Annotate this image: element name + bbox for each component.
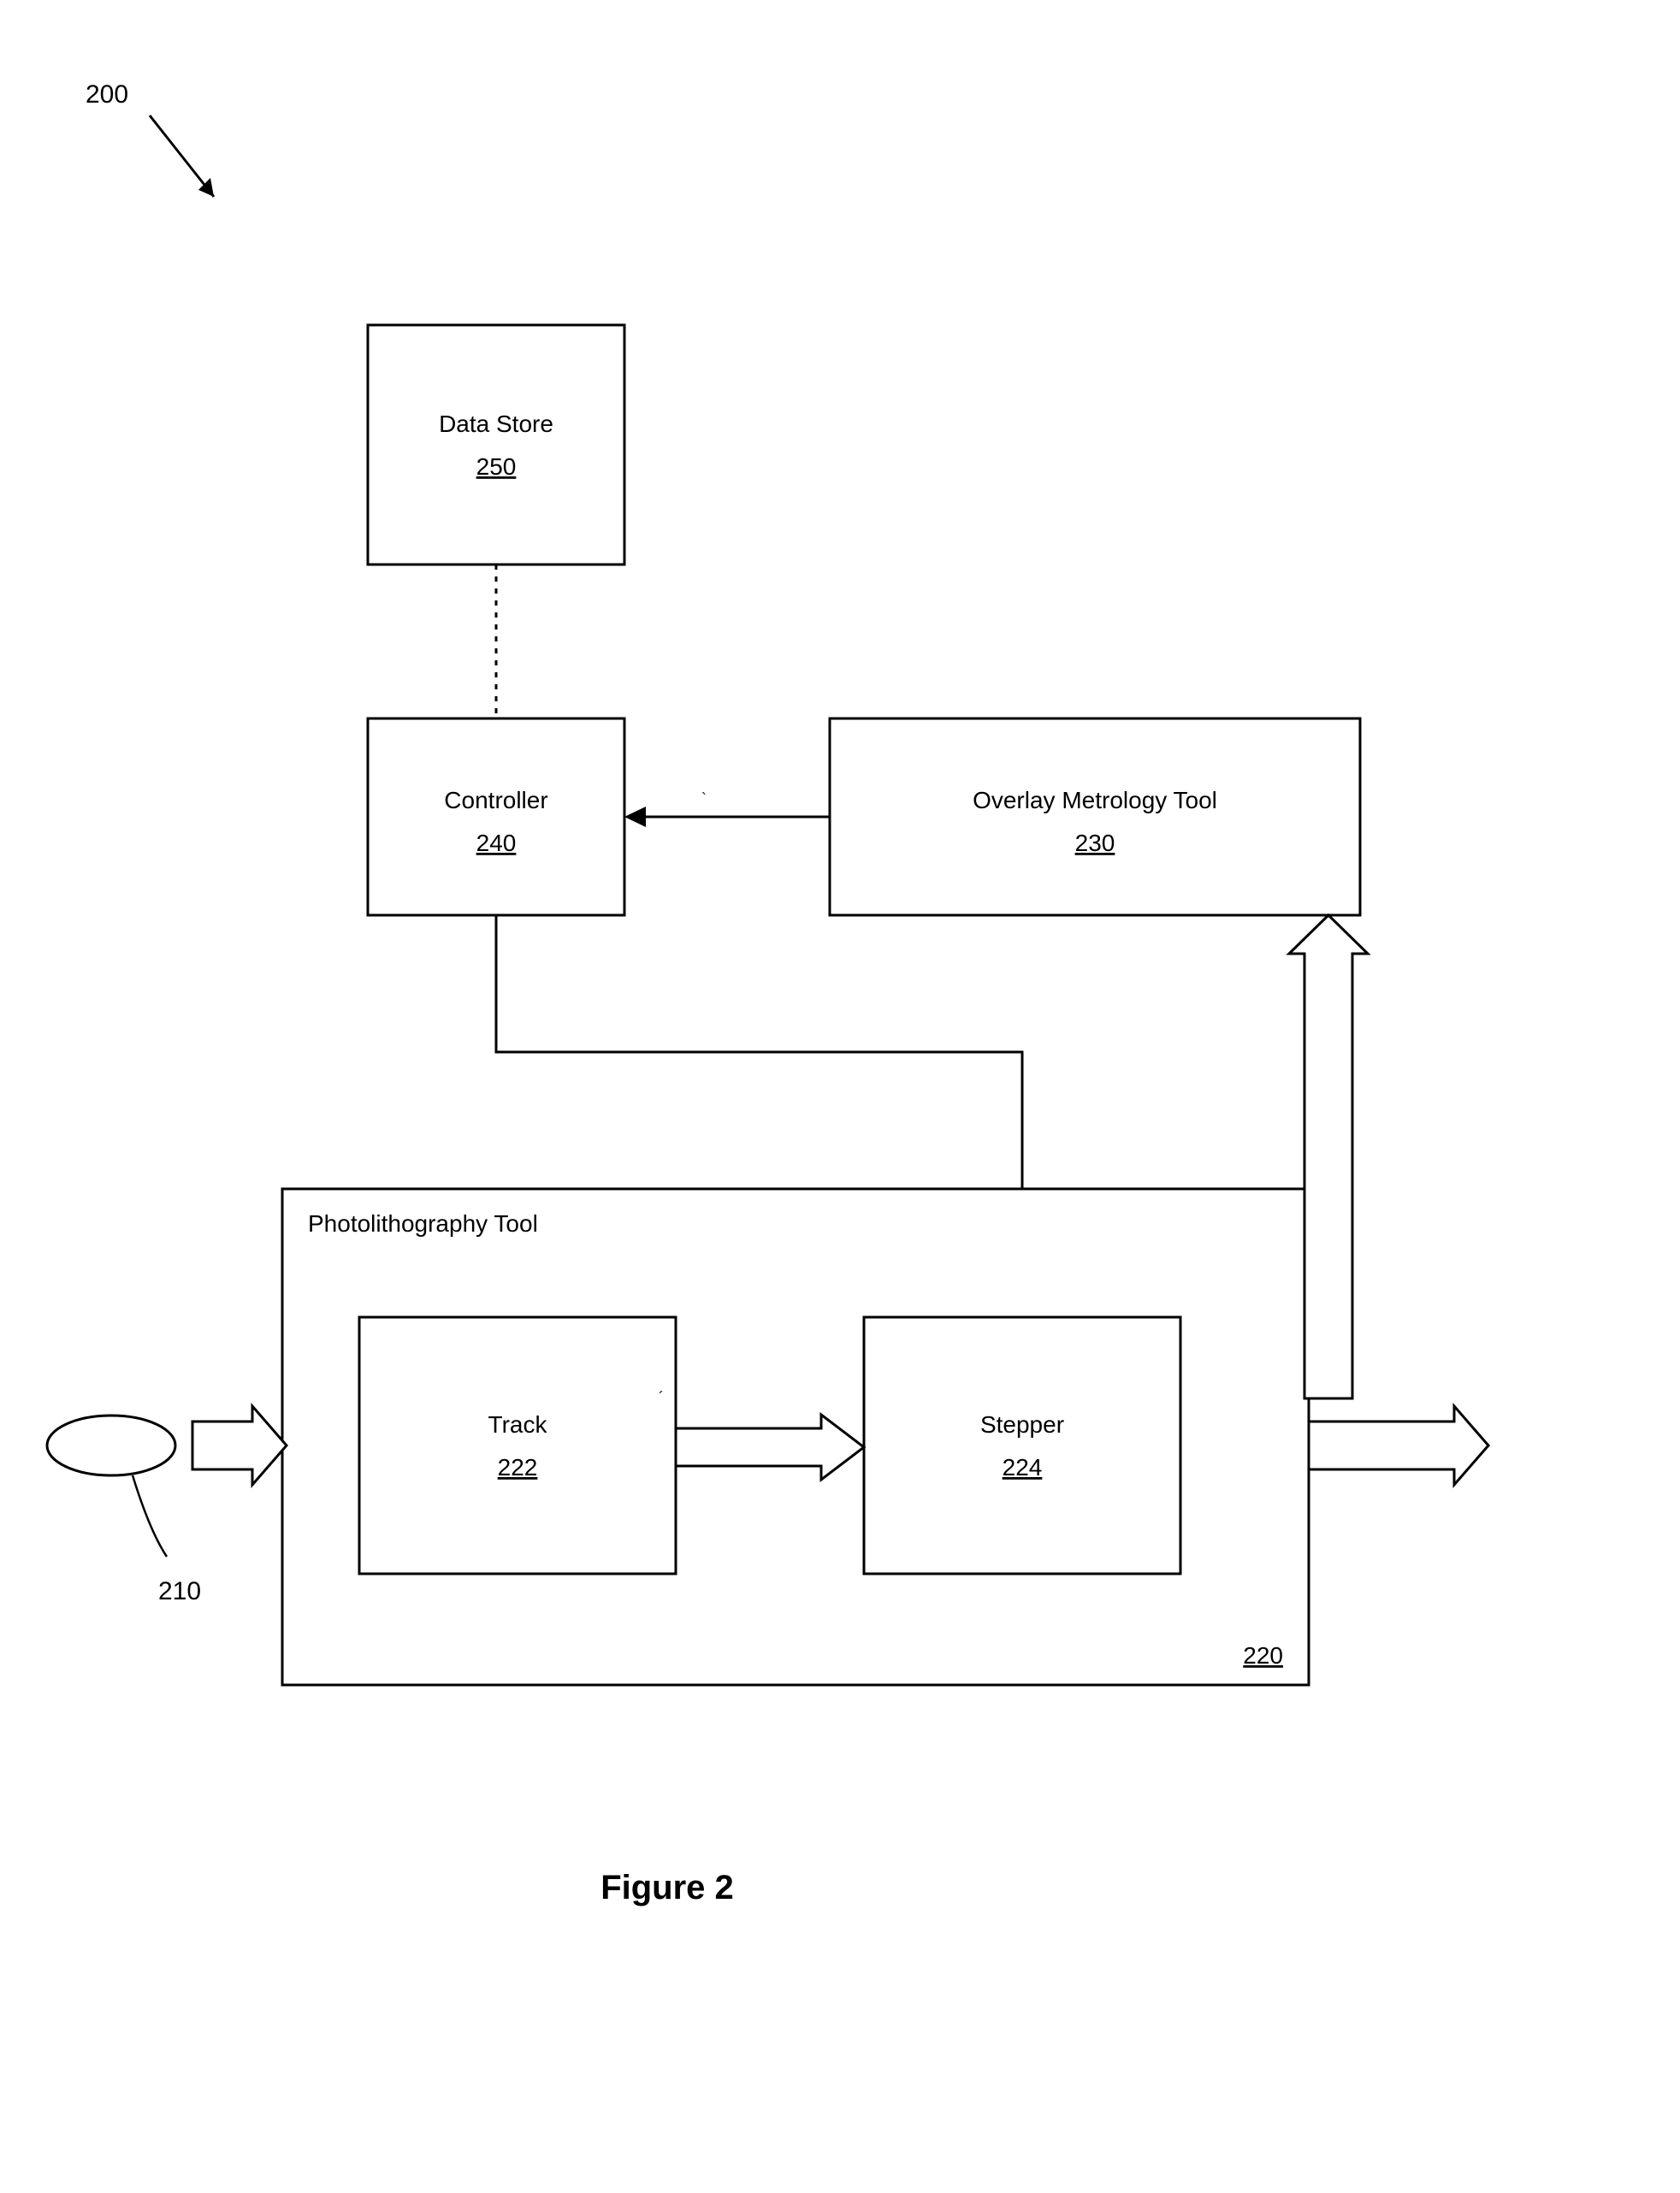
block-arrow-out-right [1309,1406,1488,1485]
datastore-box: Data Store 250 [368,325,624,565]
controller-title: Controller [444,787,547,813]
stepper-title: Stepper [980,1411,1064,1438]
controller-ref: 240 [476,830,517,856]
track-ref: 222 [498,1454,538,1481]
datastore-title: Data Store [439,411,553,437]
overlay-box: Overlay Metrology Tool 230 [830,718,1360,915]
controller-box: Controller 240 [368,718,624,915]
track-title: Track [488,1411,548,1438]
pointer-arrow-200 [150,115,214,197]
tick-mark-2: ´ [659,1389,664,1406]
edge-overlay-controller [624,807,830,827]
track-box: Track 222 [359,1317,676,1574]
overlay-title: Overlay Metrology Tool [973,787,1217,813]
stepper-box: Stepper 224 [864,1317,1180,1574]
photolitho-title: Photolithography Tool [308,1210,538,1237]
photolitho-ref: 220 [1243,1642,1283,1669]
figure-caption: Figure 2 [600,1869,734,1906]
block-arrow-wafer-in [192,1406,287,1485]
stepper-ref: 224 [1003,1454,1043,1481]
wafer-ref: 210 [158,1577,201,1605]
overlay-ref: 230 [1075,830,1115,856]
wafer-callout: 210 [133,1475,201,1605]
datastore-ref: 250 [476,453,517,480]
wafer-icon [47,1416,175,1475]
tick-mark-1: ` [701,790,707,807]
figure-ref-200: 200 [86,80,128,109]
